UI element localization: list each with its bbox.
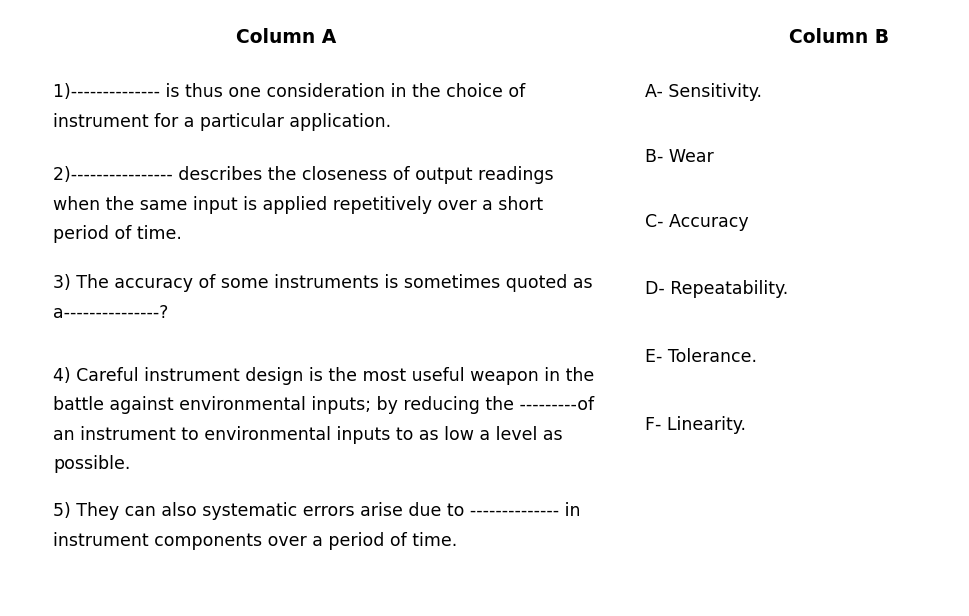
Text: possible.: possible. xyxy=(53,455,131,473)
Text: battle against environmental inputs; by reducing the ---------of: battle against environmental inputs; by … xyxy=(53,396,594,414)
Text: instrument components over a period of time.: instrument components over a period of t… xyxy=(53,532,457,549)
Text: 2)---------------- describes the closeness of output readings: 2)---------------- describes the closene… xyxy=(53,166,553,184)
Text: D- Repeatability.: D- Repeatability. xyxy=(644,280,788,298)
Text: 4) Careful instrument design is the most useful weapon in the: 4) Careful instrument design is the most… xyxy=(53,367,594,384)
Text: 5) They can also systematic errors arise due to -------------- in: 5) They can also systematic errors arise… xyxy=(53,502,580,520)
Text: period of time.: period of time. xyxy=(53,225,182,243)
Text: C- Accuracy: C- Accuracy xyxy=(644,213,748,230)
Text: a---------------?: a---------------? xyxy=(53,304,169,322)
Text: F- Linearity.: F- Linearity. xyxy=(644,416,745,434)
Text: E- Tolerance.: E- Tolerance. xyxy=(644,348,756,366)
Text: when the same input is applied repetitively over a short: when the same input is applied repetitiv… xyxy=(53,196,543,214)
Text: Column B: Column B xyxy=(788,28,889,47)
Text: 3) The accuracy of some instruments is sometimes quoted as: 3) The accuracy of some instruments is s… xyxy=(53,274,592,292)
Text: B- Wear: B- Wear xyxy=(644,148,713,166)
Text: instrument for a particular application.: instrument for a particular application. xyxy=(53,113,391,131)
Text: an instrument to environmental inputs to as low a level as: an instrument to environmental inputs to… xyxy=(53,426,562,444)
Text: 1)-------------- is thus one consideration in the choice of: 1)-------------- is thus one considerati… xyxy=(53,83,525,101)
Text: A- Sensitivity.: A- Sensitivity. xyxy=(644,83,762,101)
Text: Column A: Column A xyxy=(235,28,336,47)
